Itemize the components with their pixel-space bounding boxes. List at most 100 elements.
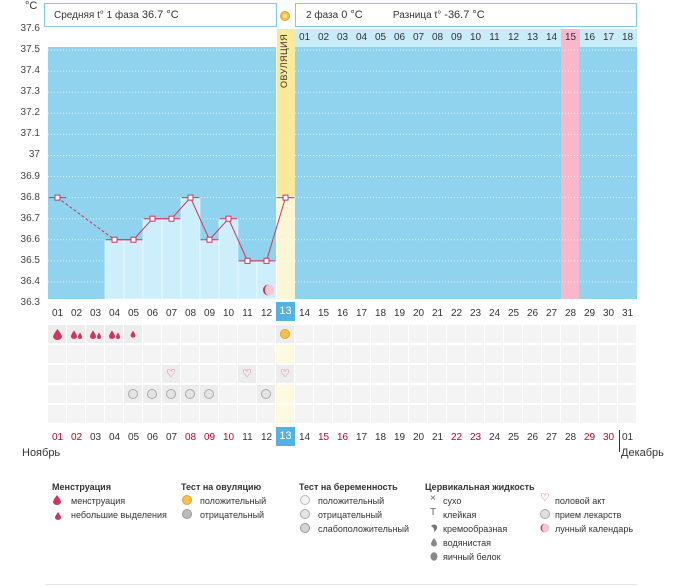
marker-cell[interactable] (124, 345, 142, 363)
marker-cell[interactable] (352, 385, 370, 403)
day-cell-selected[interactable]: 13 (276, 427, 295, 446)
marker-cell[interactable] (352, 405, 370, 423)
day-cell[interactable]: 06 (146, 432, 159, 443)
marker-cell[interactable] (67, 365, 85, 383)
marker-cell[interactable] (504, 345, 522, 363)
day-cell[interactable]: 15 (317, 308, 330, 319)
marker-cell[interactable] (390, 345, 408, 363)
marker-cell[interactable] (143, 345, 161, 363)
marker-cell[interactable] (618, 325, 636, 343)
cycle-day[interactable]: 08 (431, 32, 444, 43)
marker-cell[interactable] (295, 345, 313, 363)
day-cell[interactable]: 24 (488, 432, 501, 443)
day-cell[interactable]: 18 (374, 432, 387, 443)
heart-icon[interactable]: ♡ (238, 365, 256, 383)
marker-cell[interactable] (485, 405, 503, 423)
marker-cell[interactable] (618, 365, 636, 383)
marker-cell[interactable] (409, 385, 427, 403)
heart-icon[interactable]: ♡ (162, 365, 180, 383)
cycle-day[interactable]: 04 (355, 32, 368, 43)
day-cell[interactable]: 30 (602, 308, 615, 319)
day-cell[interactable]: 31 (621, 308, 634, 319)
day-cell[interactable]: 20 (412, 308, 425, 319)
marker-cell[interactable] (371, 385, 389, 403)
day-cell[interactable]: 27 (545, 432, 558, 443)
pill-icon[interactable] (181, 385, 199, 403)
marker-cell[interactable] (504, 405, 522, 423)
marker-cell[interactable] (67, 405, 85, 423)
marker-cell[interactable] (257, 405, 275, 423)
marker-cell[interactable] (219, 325, 237, 343)
cycle-day[interactable]: 18 (621, 32, 634, 43)
marker-cell[interactable] (219, 405, 237, 423)
day-cell-selected[interactable]: 13 (276, 302, 295, 321)
day-cell[interactable]: 20 (412, 432, 425, 443)
day-cell[interactable]: 10 (222, 432, 235, 443)
marker-cell[interactable] (523, 405, 541, 423)
marker-cell[interactable] (542, 405, 560, 423)
marker-cell[interactable] (580, 365, 598, 383)
marker-cell[interactable] (333, 345, 351, 363)
marker-cell[interactable] (542, 325, 560, 343)
cycle-day[interactable]: 17 (602, 32, 615, 43)
marker-cell[interactable] (200, 325, 218, 343)
marker-cell[interactable] (599, 325, 617, 343)
day-cell[interactable]: 11 (242, 308, 253, 319)
day-cell[interactable]: 16 (336, 432, 349, 443)
marker-cell[interactable] (295, 385, 313, 403)
marker-cell[interactable] (485, 385, 503, 403)
day-cell[interactable]: 23 (469, 432, 482, 443)
marker-cell[interactable] (124, 365, 142, 383)
marker-cell[interactable] (143, 365, 161, 383)
cycle-day[interactable]: 15 (561, 29, 580, 47)
marker-cell[interactable] (333, 385, 351, 403)
marker-cell[interactable] (67, 385, 85, 403)
day-cell[interactable]: 05 (127, 432, 140, 443)
marker-cell[interactable] (124, 405, 142, 423)
marker-cell[interactable] (447, 385, 465, 403)
marker-cell[interactable] (599, 365, 617, 383)
marker-cell[interactable] (48, 405, 66, 423)
menstruation-drop-icon[interactable] (105, 325, 123, 343)
marker-cell[interactable] (86, 385, 104, 403)
marker-cell[interactable] (390, 405, 408, 423)
marker-cell[interactable] (580, 385, 598, 403)
cycle-day[interactable]: 02 (317, 32, 330, 43)
pill-icon[interactable] (124, 385, 142, 403)
cycle-day[interactable]: 01 (298, 32, 311, 43)
marker-cell[interactable] (542, 345, 560, 363)
day-cell[interactable]: 29 (583, 308, 596, 319)
day-cell[interactable]: 22 (450, 432, 463, 443)
day-cell[interactable]: 26 (526, 432, 539, 443)
marker-cell[interactable] (219, 385, 237, 403)
cycle-day[interactable]: 07 (412, 32, 425, 43)
marker-cell[interactable] (580, 325, 598, 343)
marker-cell[interactable] (276, 405, 294, 423)
day-cell[interactable]: 25 (507, 308, 520, 319)
marker-cell[interactable] (371, 365, 389, 383)
marker-cell[interactable] (200, 365, 218, 383)
marker-cell[interactable] (333, 405, 351, 423)
marker-cell[interactable] (447, 405, 465, 423)
marker-cell[interactable] (181, 325, 199, 343)
marker-cell[interactable] (466, 365, 484, 383)
day-cell[interactable]: 14 (298, 432, 311, 443)
day-cell[interactable]: 07 (165, 308, 178, 319)
marker-cell[interactable] (200, 345, 218, 363)
pill-icon[interactable] (257, 385, 275, 403)
pill-icon[interactable] (200, 385, 218, 403)
day-cell[interactable]: 02 (70, 432, 83, 443)
day-cell[interactable]: 03 (89, 308, 102, 319)
marker-cell[interactable] (561, 405, 579, 423)
marker-cell[interactable] (542, 385, 560, 403)
day-cell[interactable]: 15 (317, 432, 330, 443)
marker-cell[interactable] (466, 405, 484, 423)
marker-cell[interactable] (523, 385, 541, 403)
marker-cell[interactable] (618, 345, 636, 363)
marker-cell[interactable] (162, 405, 180, 423)
day-cell[interactable]: 04 (108, 432, 121, 443)
marker-cell[interactable] (466, 325, 484, 343)
marker-cell[interactable] (105, 365, 123, 383)
marker-cell[interactable] (219, 365, 237, 383)
marker-cell[interactable] (371, 325, 389, 343)
